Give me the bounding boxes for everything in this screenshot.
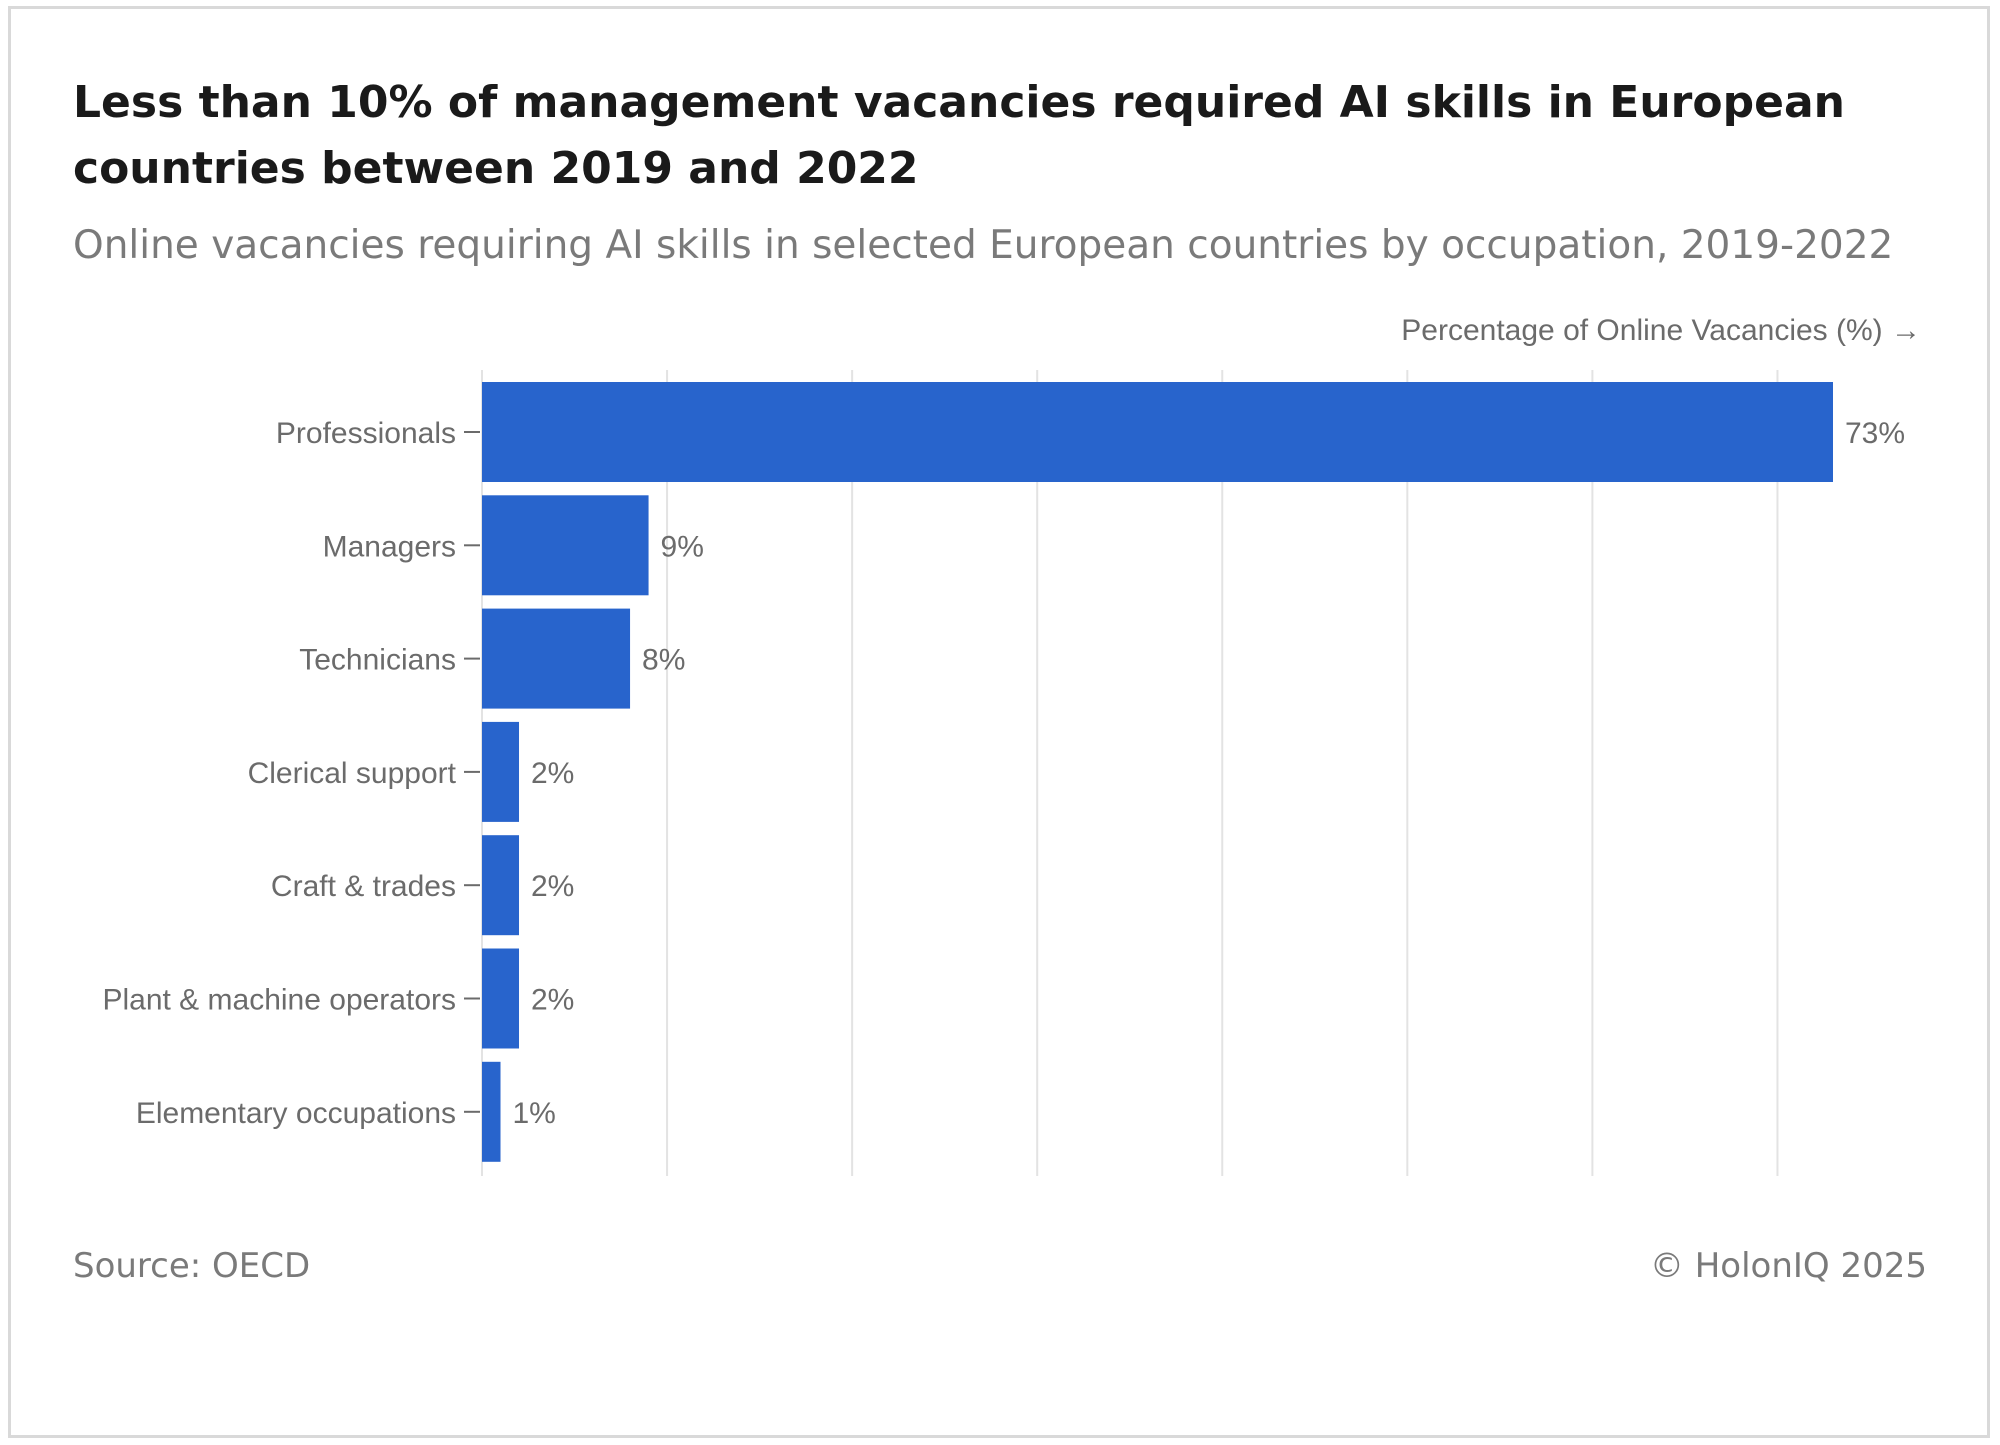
copyright-note: © HolonIQ 2025 (1649, 1246, 1927, 1286)
bar-1 (482, 495, 649, 596)
bar-4 (482, 835, 520, 936)
bar-3 (482, 721, 520, 822)
data-label: 2% (531, 984, 574, 1017)
category-label: Plant & machine operators (102, 984, 456, 1017)
category-label: Professionals (276, 417, 456, 450)
category-label: Managers (323, 530, 456, 563)
data-label: 9% (661, 530, 704, 563)
bars (482, 382, 1833, 1162)
category-ticks (464, 431, 480, 1113)
bar-2 (482, 608, 631, 709)
data-label: 1% (513, 1097, 556, 1130)
data-label: 2% (531, 757, 574, 790)
bar-6 (482, 1061, 501, 1162)
gridlines (481, 370, 1779, 1176)
category-label: Technicians (299, 644, 456, 677)
labels: Professionals 73% Managers 9% Technicians 8% C… (102, 417, 1905, 1130)
chart-subtitle: Online vacancies requiring AI skills in … (73, 223, 1894, 268)
category-label: Clerical support (248, 757, 457, 790)
chart-title: Less than 10% of management vacancies re… (73, 77, 1845, 194)
category-label: Craft & trades (271, 870, 456, 903)
chart-card (8, 6, 1990, 1438)
data-label: 73% (1845, 417, 1905, 450)
x-axis-label: Percentage of Online Vacancies (%) → (1401, 314, 1921, 347)
source-note: Source: OECD (73, 1246, 311, 1286)
data-label: 2% (531, 870, 574, 903)
data-label: 8% (642, 644, 685, 677)
bar-0 (482, 382, 1833, 482)
bar-5 (482, 948, 520, 1049)
category-label: Elementary occupations (136, 1097, 456, 1130)
